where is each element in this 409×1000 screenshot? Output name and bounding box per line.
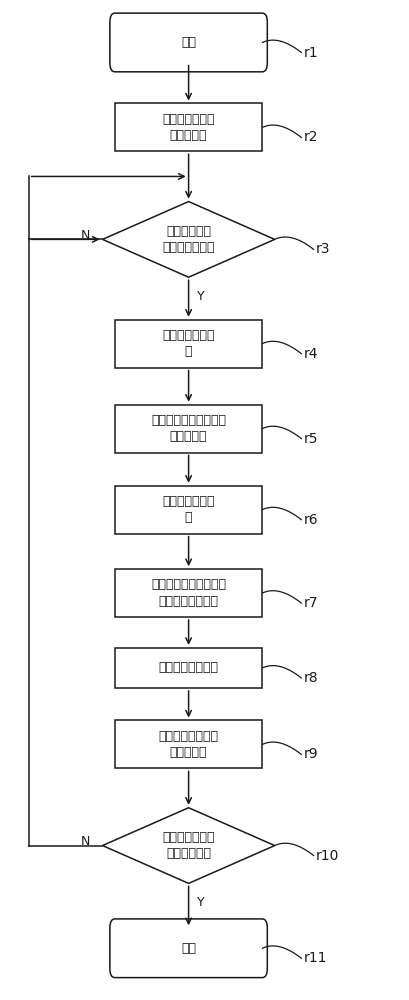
Text: 建立相对时钟关
系: 建立相对时钟关 系 bbox=[162, 495, 214, 524]
Bar bbox=[115, 405, 262, 453]
Text: r8: r8 bbox=[303, 671, 317, 685]
Bar bbox=[115, 486, 262, 534]
Text: N: N bbox=[81, 835, 90, 848]
Text: 初始化参数，设
置广播周期: 初始化参数，设 置广播周期 bbox=[162, 113, 214, 142]
Bar bbox=[115, 320, 262, 368]
Text: 广播本地时钟信
息: 广播本地时钟信 息 bbox=[162, 329, 214, 358]
Text: 使用一致性方法补
偿时钟参数: 使用一致性方法补 偿时钟参数 bbox=[158, 730, 218, 759]
Text: 进行加权中值估计: 进行加权中值估计 bbox=[158, 661, 218, 674]
Polygon shape bbox=[102, 202, 274, 277]
Text: r11: r11 bbox=[303, 951, 326, 965]
Text: r7: r7 bbox=[303, 596, 317, 610]
Text: 网络中节点逻辑
时钟是否相同: 网络中节点逻辑 时钟是否相同 bbox=[162, 831, 214, 860]
Text: Y: Y bbox=[196, 290, 204, 303]
Text: 邻居节点接收并记录当
前本地时钟: 邻居节点接收并记录当 前本地时钟 bbox=[151, 414, 225, 443]
Bar bbox=[115, 103, 262, 151]
Text: N: N bbox=[81, 229, 90, 242]
Text: 处理时间戳数据，得到
拉普拉斯分布模型: 处理时间戳数据，得到 拉普拉斯分布模型 bbox=[151, 578, 225, 608]
Bar bbox=[115, 648, 262, 688]
Text: 本地时钟是否
为周期的整数倍: 本地时钟是否 为周期的整数倍 bbox=[162, 225, 214, 254]
Text: r4: r4 bbox=[303, 347, 317, 361]
Text: 开始: 开始 bbox=[181, 36, 196, 49]
Text: r6: r6 bbox=[303, 513, 317, 527]
FancyBboxPatch shape bbox=[110, 13, 267, 72]
Text: r1: r1 bbox=[303, 46, 317, 60]
Bar bbox=[115, 720, 262, 768]
Polygon shape bbox=[102, 808, 274, 883]
FancyBboxPatch shape bbox=[110, 919, 267, 978]
Text: r5: r5 bbox=[303, 432, 317, 446]
Text: r2: r2 bbox=[303, 130, 317, 144]
Text: r10: r10 bbox=[315, 849, 338, 863]
Text: r9: r9 bbox=[303, 747, 317, 761]
Text: 结束: 结束 bbox=[181, 942, 196, 955]
Bar bbox=[115, 569, 262, 617]
Text: r3: r3 bbox=[315, 242, 329, 256]
Text: Y: Y bbox=[196, 896, 204, 909]
